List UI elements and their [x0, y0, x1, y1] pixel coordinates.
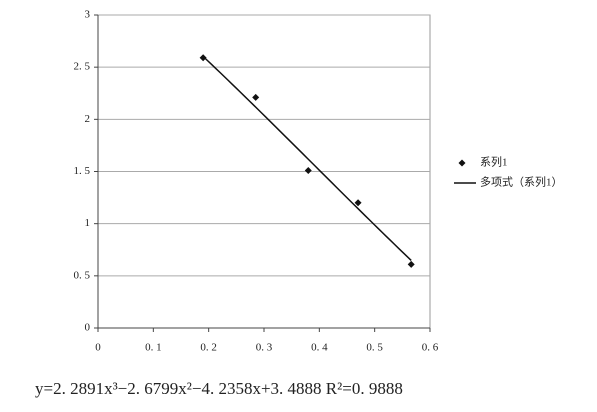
- x-tick-label: 0: [95, 342, 101, 354]
- y-tick-label: 1. 5: [74, 165, 91, 177]
- data-point: [354, 199, 362, 207]
- y-tick-label: 2: [85, 113, 91, 125]
- x-tick-label: 0. 6: [422, 342, 439, 354]
- y-tick-label: 3: [85, 9, 91, 21]
- legend-label: 系列1: [480, 155, 508, 169]
- y-tick-label: 2. 5: [74, 61, 91, 73]
- x-tick-label: 0. 4: [311, 342, 328, 354]
- y-tick-label: 1: [85, 217, 91, 229]
- x-tick-label: 0. 2: [200, 342, 217, 354]
- data-point: [199, 54, 207, 62]
- data-point: [252, 93, 260, 101]
- y-tick-label: 0. 5: [74, 269, 91, 281]
- trend-equation: y=2. 2891x³−2. 6799x²−4. 2358x+3. 4888 R…: [35, 379, 403, 398]
- data-point: [304, 166, 312, 174]
- data-point: [407, 260, 415, 268]
- trend-line: [202, 55, 412, 261]
- legend-label: 多项式（系列1）: [480, 175, 563, 189]
- legend-marker: [458, 159, 466, 167]
- x-tick-label: 0. 1: [145, 342, 162, 354]
- x-tick-label: 0. 3: [256, 342, 273, 354]
- y-tick-label: 0: [85, 322, 91, 334]
- x-tick-label: 0. 5: [366, 342, 383, 354]
